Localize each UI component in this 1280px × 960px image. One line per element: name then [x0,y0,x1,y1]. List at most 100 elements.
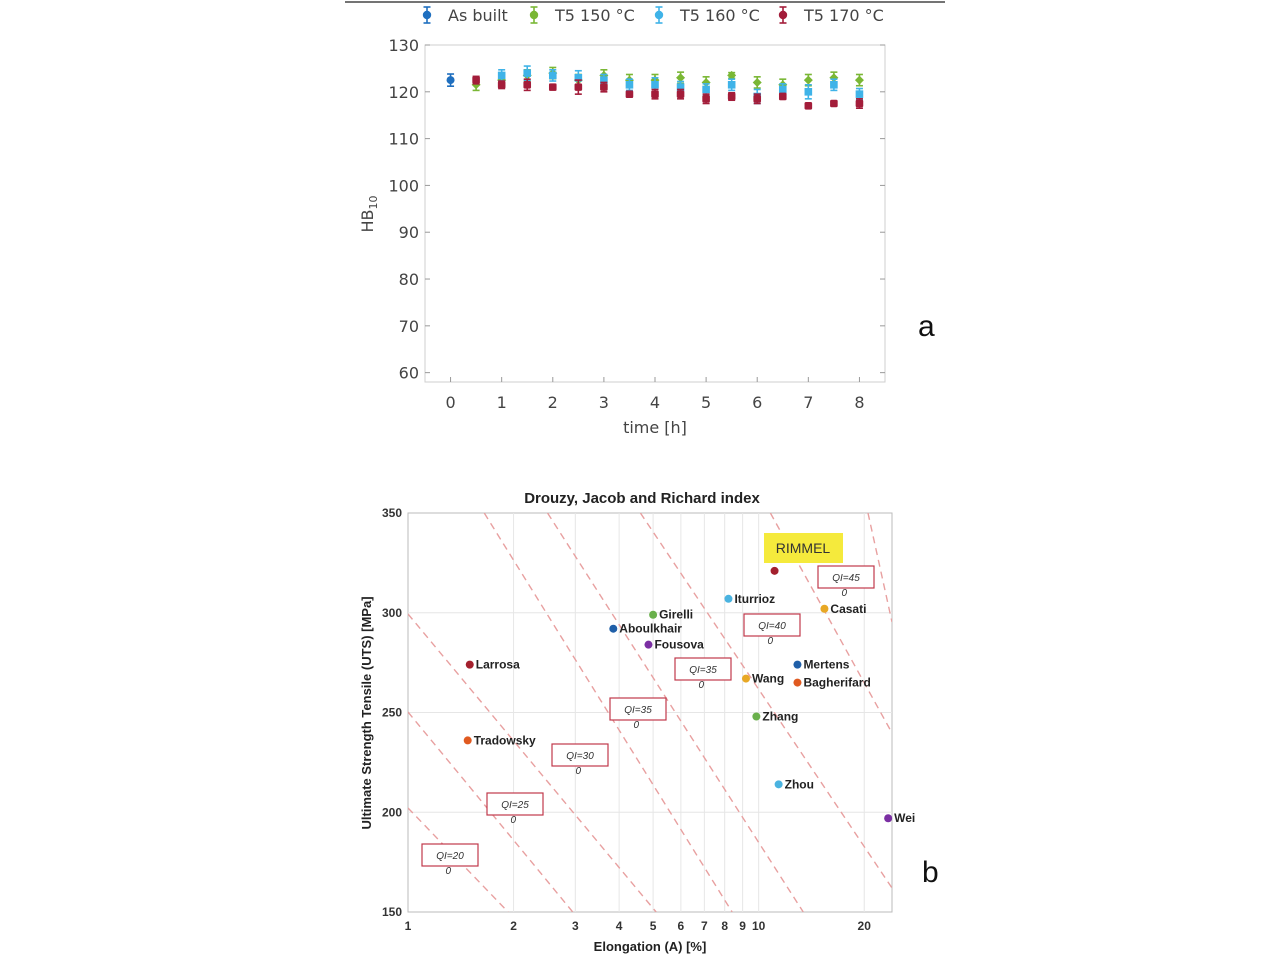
point-label: Iturrioz [734,592,775,606]
panel-b-ticks: 150 200 250 300 350 1 2 3 4 5 6 7 8 9 10 20 [382,506,871,933]
qi-box [743,613,801,637]
y-tick-label: 300 [382,606,402,620]
data-point [497,80,506,89]
panel-a-ticks: 60 70 80 90 100 110 120 130 0 1 2 3 4 5 6 7 8 [388,36,885,412]
x-tick-label: 10 [752,919,766,933]
data-point [676,83,685,91]
data-point [702,85,710,94]
qi-dashed-line [408,613,657,912]
data-point [753,95,762,103]
qi-sub: 0 [841,588,847,599]
qi-label: QI=25 [501,800,529,811]
legend-label: T5 160 °C [679,6,760,25]
point-aboulkhair: Aboulkhair [609,622,682,636]
legend-marker [529,10,539,20]
point-label: Zhou [785,777,814,791]
y-tick-label: 80 [399,270,419,289]
data-point [774,780,783,789]
data-point [793,678,802,687]
point-label: Bagherifard [803,676,870,690]
point-wang: Wang [741,672,784,686]
data-point [574,73,583,82]
panel-a-xlabel: time [h] [623,418,687,437]
y-tick-label: 200 [382,805,402,819]
point-label: Girelli [659,608,693,622]
point-label: Wang [752,672,784,686]
data-point [676,90,685,98]
series-t5-170-c [472,75,864,110]
point-wei: Wei [884,811,915,825]
qi-dashed-line [546,513,804,912]
point-label: Zhang [762,709,798,723]
data-point [724,594,733,603]
qi-box [609,697,667,721]
qi-box [674,657,732,681]
data-point [609,624,618,633]
data-point [472,76,480,84]
data-point [701,77,711,87]
panel-b-quality-index-chart: Drouzy, Jacob and Richard index QI=200QI… [359,490,939,954]
panel-a-legend: As built T5 150 °C T5 160 °C T5 170 °C [422,6,884,25]
data-point [497,71,506,80]
qi-box [421,843,479,867]
qi-label-box: QI=35 0 [609,697,667,731]
data-point [855,90,864,98]
x-tick-label: 4 [650,393,660,412]
data-point [830,99,838,108]
point-fousova: Fousova [644,638,704,652]
legend-marker [654,10,664,20]
x-tick-label: 4 [616,919,623,933]
point-girelli: Girelli [649,608,693,622]
legend-entry-t5-150-c: T5 150 °C [529,6,635,25]
y-tick-label: 130 [388,36,419,55]
qi-sub: 0 [698,680,704,691]
qi-label: QI=20 [436,851,464,862]
data-point [804,102,813,110]
data-point [702,95,710,103]
x-tick-label: 20 [858,919,872,933]
x-tick-label: 3 [599,393,609,412]
data-point [727,92,736,101]
legend-label: As built [448,6,508,25]
data-point [727,70,737,80]
data-point [829,73,839,83]
qi-label-box: QI=30 0 [551,743,609,777]
rimmel-highlight-label: RIMMEL [776,540,831,556]
qi-label: QI=45 [832,573,860,584]
qi-sub: 0 [633,720,639,731]
data-point [820,604,829,613]
point-label: Wei [894,811,915,825]
qi-label: QI=30 [566,751,594,762]
point-mertens: Mertens [793,658,850,672]
point-zhou: Zhou [774,777,814,791]
panel-a-letter: a [918,310,935,343]
data-point [770,566,779,575]
rimmel-highlight: RIMMEL [764,533,843,563]
y-tick-label: 150 [382,905,402,919]
qi-dashed-line [483,513,733,912]
data-point [651,80,659,89]
data-point [830,80,838,89]
data-point [855,99,864,108]
panel-a-data [446,65,864,110]
qi-label-box: QI=20 0 [421,843,479,877]
qi-sub: 0 [575,766,581,777]
panel-b-qi-lines: QI=200QI=250QI=300QI=350QI=350QI=400QI=4… [408,513,892,912]
x-tick-label: 3 [572,919,579,933]
data-point [741,674,750,683]
y-tick-label: 250 [382,706,402,720]
data-point [778,85,787,94]
panel-a-ylabel: HB10 [358,195,380,232]
data-point [625,80,634,89]
qi-label-box: QI=25 0 [486,792,544,826]
y-tick-label: 350 [382,506,402,520]
y-tick-label: 90 [399,223,419,242]
legend-marker [778,10,788,20]
point-label: Casati [830,602,866,616]
legend-label: T5 170 °C [803,6,884,25]
x-tick-label: 7 [803,393,813,412]
qi-box [486,792,544,816]
qi-dashed-line [867,513,892,623]
panel-a-hardness-chart: 60 70 80 90 100 110 120 130 0 1 2 3 4 5 6 7 8 As built T5… [358,6,935,437]
qi-label: QI=40 [758,621,786,632]
